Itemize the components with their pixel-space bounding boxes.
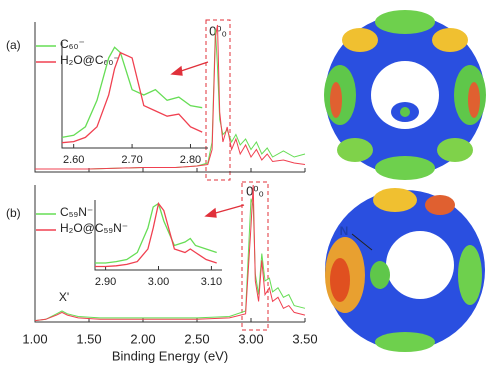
peak-label: 0⁰₀ — [246, 183, 264, 198]
x-axis-title: Binding Energy (eV) — [112, 348, 228, 363]
molecule-b — [325, 188, 485, 352]
figure: N (a) (b) 0⁰₀ 0⁰₀ X' Binding Energy (eV)… — [0, 0, 486, 367]
molecule-a — [324, 10, 486, 180]
inset-x-tick-label: 2.80 — [180, 154, 201, 166]
panel-label: (b) — [6, 206, 21, 220]
legend-label: C₅₉N⁻ — [60, 205, 93, 219]
atom-label: N — [340, 224, 349, 238]
x-tick-label: 3.50 — [292, 331, 317, 346]
x-tick-label: 2.00 — [130, 331, 155, 346]
x-tick-label: 1.00 — [22, 331, 47, 346]
annotation: X' — [59, 290, 69, 304]
x-tick-label: 3.00 — [238, 331, 263, 346]
x-tick-label: 2.50 — [184, 331, 209, 346]
inset-x-tick-label: 3.00 — [148, 276, 169, 288]
legend-label: C₆₀⁻ — [60, 37, 85, 51]
inset-x-tick-label: 2.60 — [63, 154, 84, 166]
legend-label: H₂O@C₅₉N⁻ — [60, 221, 128, 235]
inset-x-tick-label: 2.90 — [95, 276, 116, 288]
x-tick-label: 1.50 — [76, 331, 101, 346]
panel-label: (a) — [6, 38, 21, 52]
inset-x-tick-label: 2.70 — [121, 154, 142, 166]
inset-x-tick-label: 3.10 — [201, 276, 222, 288]
